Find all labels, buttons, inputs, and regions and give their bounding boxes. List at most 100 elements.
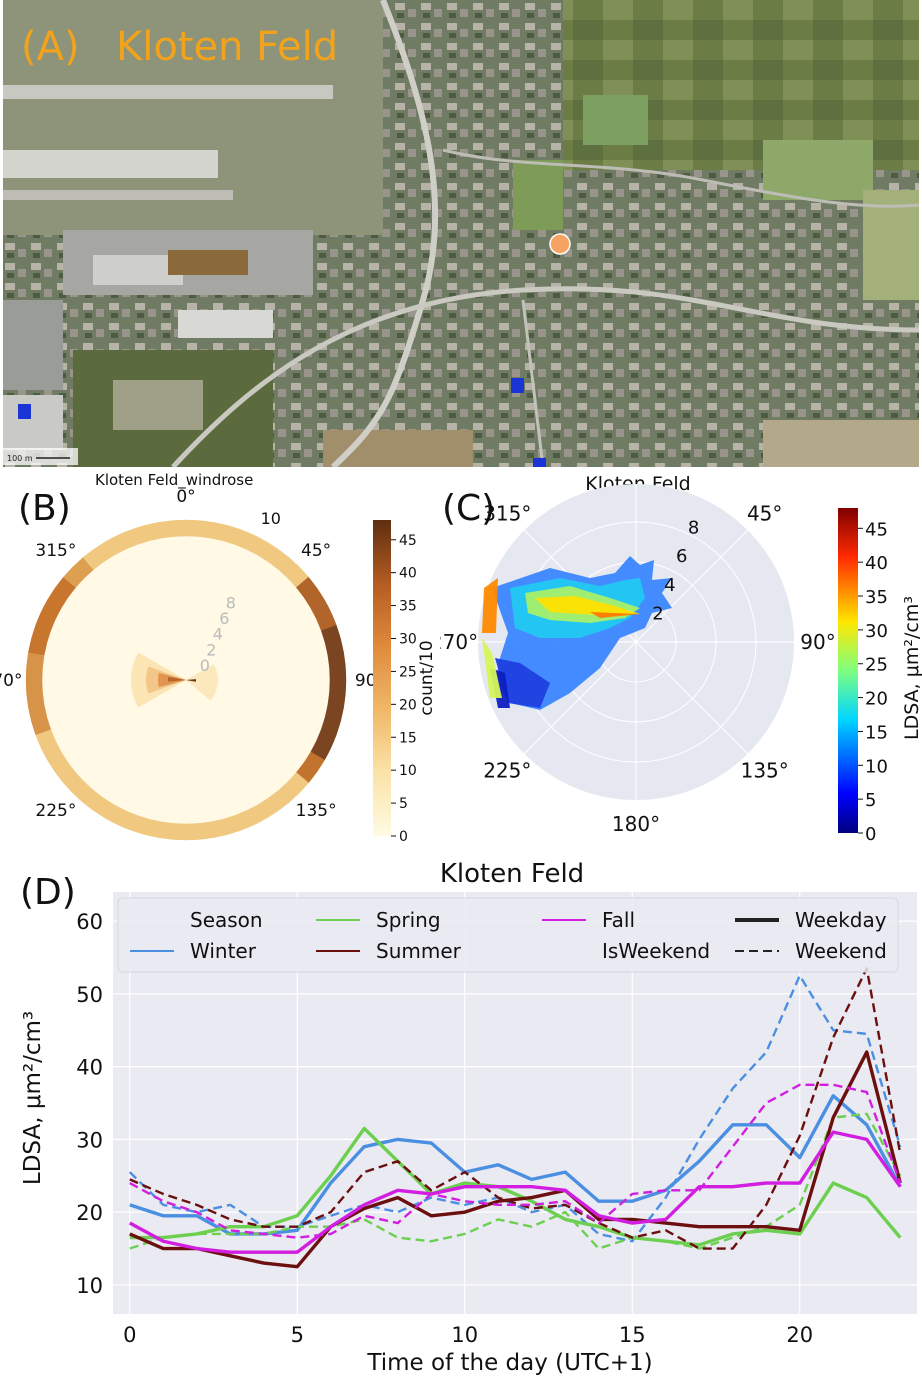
windrose-angle-label: 45° xyxy=(301,541,331,561)
y-tick-label: 30 xyxy=(76,1128,103,1152)
windrose-angle-label: 225° xyxy=(35,801,76,821)
panel-b-label: (B) xyxy=(18,488,71,529)
polar-ldsa-contour xyxy=(482,638,502,698)
panel-a-label: (A) xyxy=(21,24,80,70)
series-line-fall-weekday xyxy=(128,1130,902,1254)
windrose-title: Kloten Feld_windrose xyxy=(95,471,253,490)
y-tick-label: 40 xyxy=(76,1056,103,1080)
diurnal-title: Kloten Feld xyxy=(440,859,584,889)
x-tick-label: 10 xyxy=(451,1323,478,1347)
windrose-angle-label: 270° xyxy=(0,671,22,691)
polar-colorbar-tick-label: 45 xyxy=(865,519,888,540)
measurement-site-marker xyxy=(549,233,571,255)
legend-label: Weekday xyxy=(795,908,887,932)
windrose-radial-label: 8 xyxy=(226,593,236,612)
polar-angle-label: 225° xyxy=(483,759,531,783)
y-tick-label: 20 xyxy=(76,1201,103,1225)
scale-text: 100 m xyxy=(7,454,33,463)
windrose-radial-label: 6 xyxy=(219,609,229,628)
polar-colorbar-tick-label: 5 xyxy=(865,790,876,811)
polar-colorbar-tick-label: 15 xyxy=(865,722,888,743)
windrose-outer-sector xyxy=(25,679,45,709)
pin-icon xyxy=(18,404,31,419)
windrose-colorbar-tick-label: 0 xyxy=(399,829,408,845)
y-tick-label: 50 xyxy=(76,983,103,1007)
polar-grid-spoke xyxy=(635,529,749,643)
polar-angle-label: 90° xyxy=(800,630,835,654)
windrose-colorbar-label: count/10 xyxy=(417,640,437,715)
windrose-inner-sector xyxy=(186,664,218,701)
polar-angle-label: 180° xyxy=(612,812,660,836)
series-line-spring-weekday xyxy=(129,1126,902,1247)
polar-radial-label: 2 xyxy=(652,603,663,624)
polar-colorbar xyxy=(838,508,858,833)
windrose-colorbar-tick-label: 5 xyxy=(399,796,408,812)
x-tick-label: 5 xyxy=(291,1323,304,1347)
windrose-outer-sector xyxy=(327,651,347,681)
polar-colorbar-tick-label: 0 xyxy=(865,824,876,845)
polar-ldsa-contour xyxy=(482,578,498,633)
x-tick-label: 20 xyxy=(786,1323,813,1347)
windrose-outer-sector xyxy=(157,821,187,841)
windrose-outer-sector xyxy=(185,519,215,539)
polar-grid-spoke xyxy=(635,641,749,755)
series-line-spring-weekend xyxy=(129,1112,902,1250)
windrose-angle-label: 315° xyxy=(35,541,76,561)
diurnal-line-chart: Kloten Feld (D) 10 20 30 40 50 60 0 5 10 15 20 Sea… xyxy=(20,859,917,1376)
series-line-summer-weekend xyxy=(129,967,902,1250)
windrose-colorbar-tick-label: 15 xyxy=(399,730,417,746)
y-tick-label: 60 xyxy=(76,910,103,934)
legend-label: Fall xyxy=(602,908,635,932)
windrose-background xyxy=(26,520,346,840)
windrose-radial-label: 4 xyxy=(213,625,223,644)
polar-angle-label: 315° xyxy=(483,501,531,525)
panel-d-diurnal: Kloten Feld (D) 10 20 30 40 50 60 0 5 10 15 20 Sea… xyxy=(0,852,922,1382)
panel-b-windrose: Kloten Feld_windrose (B) 0°45°90°135°180… xyxy=(0,468,440,875)
windrose-angle-label: 0° xyxy=(176,487,195,507)
windrose-colorbar-tick-label: 30 xyxy=(399,632,417,648)
panel-c-label: (C) xyxy=(442,488,495,529)
legend-label: Spring xyxy=(376,908,441,932)
polar-ldsa-contour xyxy=(495,658,550,708)
polar-angle-label: 45° xyxy=(747,501,782,525)
polar-colorbar-tick-label: 35 xyxy=(865,587,888,608)
x-tick-label: 0 xyxy=(123,1323,136,1347)
windrose-outer-sector xyxy=(327,679,347,709)
windrose-radial-label: 10 xyxy=(261,509,281,528)
windrose-colorbar-tick-label: 20 xyxy=(399,697,417,713)
polar-grid-spoke xyxy=(523,641,637,755)
windrose-inner-sector xyxy=(168,676,186,682)
x-axis-label: Time of the day (UTC+1) xyxy=(366,1350,652,1376)
series-line-winter-weekend xyxy=(128,974,902,1243)
legend-isweekend-title: IsWeekend xyxy=(602,939,710,963)
windrose-colorbar xyxy=(373,520,391,836)
polar-ldsa-chart: Kloten Feld (C) 0°45°90°135°180°225°270°… xyxy=(430,448,922,845)
pin-icon xyxy=(533,458,546,467)
legend-season-title: Season xyxy=(190,908,263,932)
y-tick-label: 10 xyxy=(76,1274,103,1298)
series-line-fall-weekend xyxy=(129,1083,902,1239)
windrose-radial-label: 0 xyxy=(200,656,210,675)
polar-ldsa-contour xyxy=(535,596,640,616)
polar-colorbar-label: LDSA, μm²/cm³ xyxy=(901,596,922,740)
panel-a-title: Kloten Feld xyxy=(116,24,338,70)
windrose-colorbar-tick-label: 40 xyxy=(399,566,417,582)
panel-c-polar-ldsa: Kloten Feld (C) 0°45°90°135°180°225°270°… xyxy=(430,448,922,850)
polar-angle-label: 0° xyxy=(625,468,648,472)
legend-label: Winter xyxy=(190,939,257,963)
windrose-inner-sector xyxy=(186,679,196,682)
windrose-chart: Kloten Feld_windrose (B) 0°45°90°135°180… xyxy=(0,471,437,875)
windrose-colorbar-tick-label: 35 xyxy=(399,599,417,615)
y-axis-label: LDSA, μm²/cm³ xyxy=(20,1011,46,1185)
windrose-angle-label: 135° xyxy=(296,801,337,821)
series-line-summer-weekday xyxy=(129,1050,902,1269)
windrose-outer-sector xyxy=(157,519,187,539)
polar-colorbar-tick-label: 30 xyxy=(865,621,888,642)
polar-colorbar-tick-label: 10 xyxy=(865,756,888,777)
pin-icon xyxy=(511,378,524,393)
legend-label: Summer xyxy=(376,939,462,963)
panel-a-satellite-map: 100 m (A) Kloten Feld xyxy=(3,0,919,467)
windrose-radial-label: 2 xyxy=(206,640,216,659)
satellite-map-image: 100 m (A) Kloten Feld xyxy=(3,0,919,467)
polar-colorbar-tick-label: 20 xyxy=(865,689,888,710)
